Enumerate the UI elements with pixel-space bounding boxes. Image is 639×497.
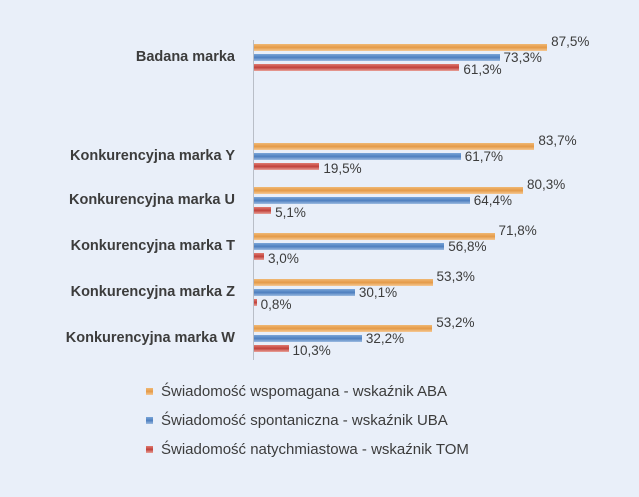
bar-tom	[254, 299, 257, 306]
data-label: 30,1%	[358, 285, 398, 300]
bar-uba	[254, 197, 470, 204]
data-label: 64,4%	[473, 193, 513, 208]
legend-swatch-icon	[146, 446, 153, 453]
category-label: Konkurencyjna marka W	[65, 330, 235, 346]
category-label: Konkurencyjna marka U	[68, 192, 235, 208]
bar-tom	[254, 163, 320, 170]
bar-uba	[254, 153, 461, 160]
bar-tom	[254, 253, 265, 260]
bar-tom	[254, 207, 272, 214]
data-label: 80,3%	[527, 177, 566, 192]
data-label: 32,2%	[365, 331, 405, 346]
legend-item: Świadomość spontaniczna - wskaźnik UBA	[146, 406, 469, 435]
data-label: 53,3%	[436, 269, 475, 284]
bar-tom	[254, 64, 460, 71]
legend-label: Świadomość spontaniczna - wskaźnik UBA	[161, 412, 448, 429]
bar-aba	[254, 187, 523, 194]
legend-label: Świadomość natychmiastowa - wskaźnik TOM	[161, 441, 469, 458]
data-label: 87,5%	[551, 34, 590, 49]
data-label: 53,2%	[436, 315, 475, 330]
bar-uba	[254, 289, 355, 296]
bar-aba	[254, 279, 433, 286]
legend: Świadomość wspomagana - wskaźnik ABA Świa…	[146, 377, 469, 464]
bar-tom	[254, 345, 289, 352]
bar-uba	[254, 335, 362, 342]
data-label: 73,3%	[503, 50, 542, 65]
legend-item: Świadomość wspomagana - wskaźnik ABA	[146, 377, 469, 406]
legend-swatch-icon	[146, 417, 153, 424]
legend-swatch-icon	[146, 388, 153, 395]
data-label: 5,1%	[275, 205, 306, 220]
data-label: 56,8%	[448, 239, 487, 254]
bar-aba	[254, 233, 495, 240]
category-label: Konkurencyjna marka Y	[70, 148, 235, 164]
bar-aba	[254, 143, 535, 150]
data-label: 3,0%	[268, 251, 299, 266]
legend-item: Świadomość natychmiastowa - wskaźnik TOM	[146, 435, 469, 464]
category-label: Konkurencyjna marka T	[70, 238, 235, 254]
data-label: 61,7%	[464, 149, 503, 164]
data-label: 71,8%	[498, 223, 537, 238]
category-label: Badana marka	[135, 49, 235, 65]
bar-uba	[254, 54, 500, 61]
bar-aba	[254, 325, 433, 332]
legend-label: Świadomość wspomagana - wskaźnik ABA	[161, 383, 447, 400]
bar-uba	[254, 243, 445, 250]
y-axis-line	[253, 40, 254, 360]
data-label: 19,5%	[323, 161, 362, 176]
data-label: 10,3%	[292, 343, 331, 358]
category-label: Konkurencyjna marka Z	[70, 284, 235, 300]
data-label: 83,7%	[538, 133, 577, 148]
data-label: 0,8%	[260, 297, 292, 312]
bar-aba	[254, 44, 548, 51]
data-label: 61,3%	[463, 62, 502, 77]
